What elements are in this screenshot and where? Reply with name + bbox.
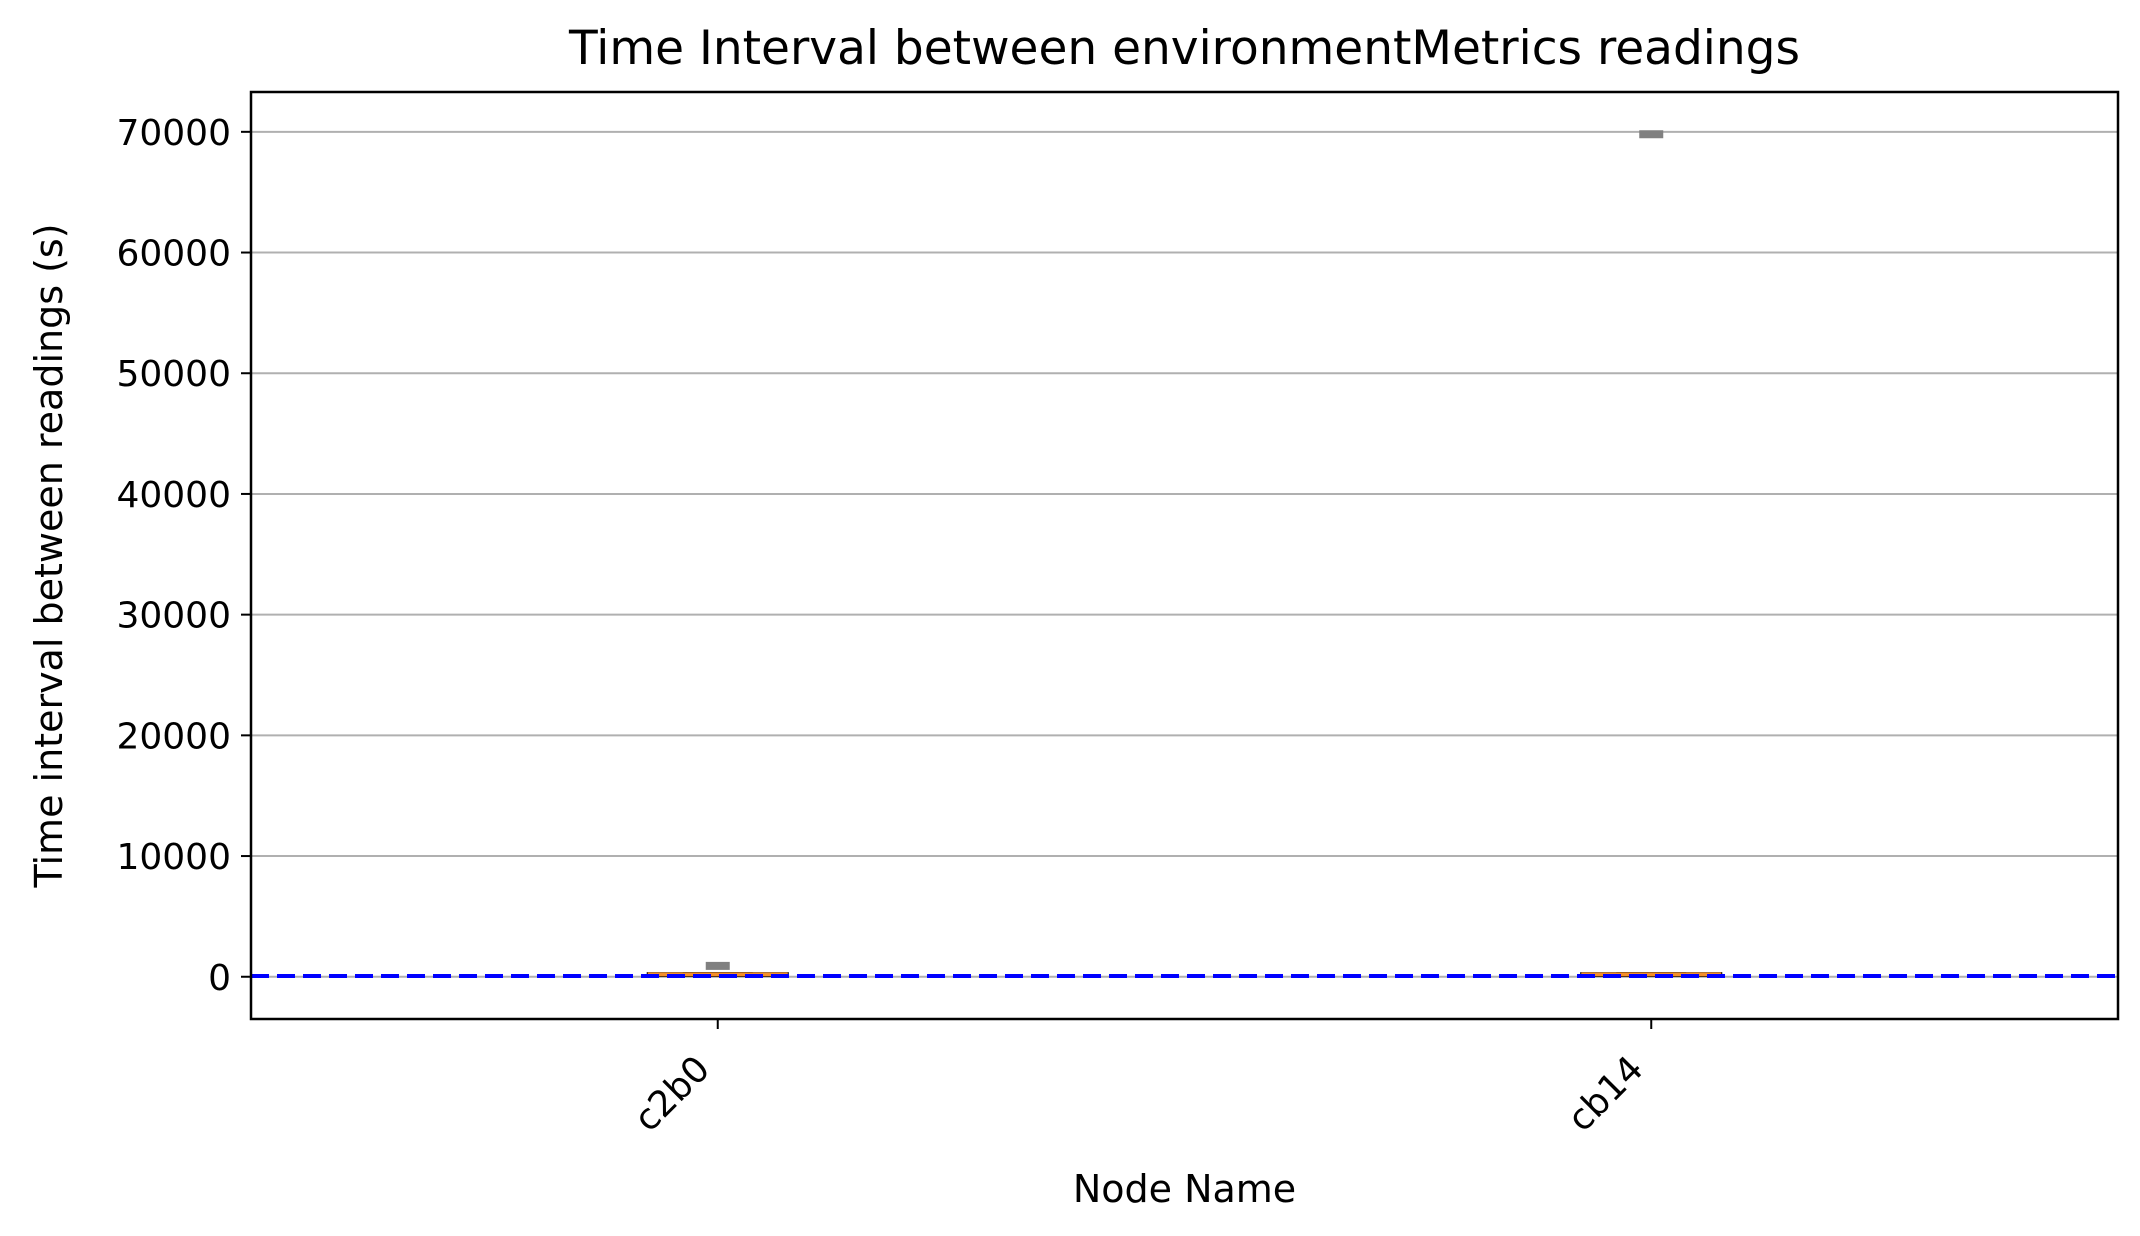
x-axis-label: Node Name [1073,1167,1296,1211]
y-tick-label: 20000 [116,716,231,757]
y-tick-label: 40000 [116,475,231,516]
outlier-marker [1639,130,1664,139]
y-tick-label: 70000 [116,113,231,154]
y-tick-label: 30000 [116,596,231,637]
y-tick-label: 0 [208,958,231,999]
y-tick-label: 10000 [116,837,231,878]
grid-layer [251,130,2118,978]
plot-frame [249,90,2120,1021]
y-tick-label: 60000 [116,234,231,275]
y-axis-label: Time interval between readings (s) [27,223,71,888]
outlier-marker [705,961,730,970]
chart-title: Time Interval between environmentMetrics… [568,21,1800,76]
y-tick-label: 50000 [116,354,231,395]
